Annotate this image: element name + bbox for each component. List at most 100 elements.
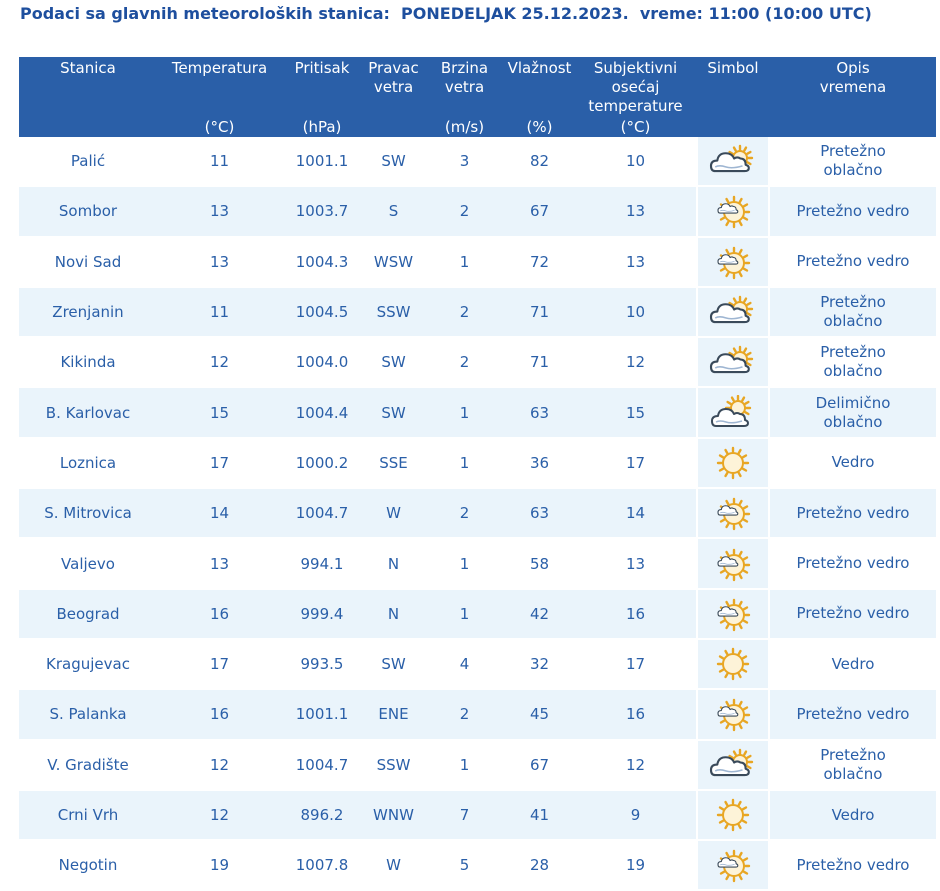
wind-direction-value: SW [362, 388, 425, 439]
table-body: Palić 11 1001.1 SW 3 82 10 Pretežno oblačno Som… [19, 137, 936, 891]
wind-direction-value: SW [362, 639, 425, 691]
station-name: Negotin [19, 841, 157, 891]
feels-like-value: 19 [575, 841, 696, 891]
temperature-value: 17 [157, 639, 282, 691]
weather-symbol-cell [696, 589, 770, 640]
pressure-value: 1004.7 [282, 740, 362, 791]
table-row: Loznica 17 1000.2 SSE 1 36 17 Vedro [19, 438, 936, 490]
humidity-value: 58 [504, 539, 575, 590]
column-header-label: Pravac vetra [368, 59, 419, 96]
weather-description: Delimično oblačno [770, 388, 936, 439]
column-header-unit: (°C) [620, 118, 651, 136]
column-header-label: Pritisak [294, 59, 350, 77]
temperature-value: 12 [157, 790, 282, 842]
station-name: Sombor [19, 187, 157, 238]
humidity-value: 71 [504, 338, 575, 389]
weather-symbol-cell [696, 740, 770, 791]
station-name: S. Mitrovica [19, 489, 157, 540]
mostly-sunny-icon [708, 548, 758, 581]
wind-speed-value: 1 [425, 388, 504, 439]
table-row: Palić 11 1001.1 SW 3 82 10 Pretežno oblačno [19, 137, 936, 188]
weather-symbol-cell [696, 489, 770, 540]
pressure-value: 1004.7 [282, 489, 362, 540]
wind-speed-value: 2 [425, 287, 504, 339]
column-header-temperature: Temperatura (°C) [157, 57, 282, 137]
pressure-value: 1007.8 [282, 841, 362, 891]
table-row: S. Palanka 16 1001.1 ENE 2 45 16 Pretežno vedr… [19, 690, 936, 741]
wind-speed-value: 2 [425, 338, 504, 389]
column-header-label: Vlažnost [507, 59, 572, 77]
wind-speed-value: 1 [425, 539, 504, 590]
pressure-value: 993.5 [282, 639, 362, 691]
station-name: Zrenjanin [19, 287, 157, 339]
temperature-value: 13 [157, 539, 282, 590]
temperature-value: 12 [157, 740, 282, 791]
wind-speed-value: 5 [425, 841, 504, 891]
humidity-value: 67 [504, 740, 575, 791]
mostly-cloudy-icon [708, 748, 758, 776]
column-header-unit: (°C) [204, 118, 235, 136]
table-row: Kragujevac 17 993.5 SW 4 32 17 Vedro [19, 639, 936, 691]
pressure-value: 1001.1 [282, 137, 362, 188]
station-name: Loznica [19, 438, 157, 490]
feels-like-value: 13 [575, 539, 696, 590]
wind-speed-value: 2 [425, 690, 504, 741]
humidity-value: 41 [504, 790, 575, 842]
weather-symbol-cell [696, 690, 770, 741]
temperature-value: 13 [157, 237, 282, 288]
weather-symbol-cell [696, 287, 770, 339]
weather-description: Vedro [770, 639, 936, 691]
table-row: Zrenjanin 11 1004.5 SSW 2 71 10 Pretežno oblač… [19, 287, 936, 339]
wind-speed-value: 2 [425, 187, 504, 238]
humidity-value: 42 [504, 589, 575, 640]
feels-like-value: 17 [575, 438, 696, 490]
column-header-label: Simbol [707, 59, 759, 77]
wind-direction-value: W [362, 489, 425, 540]
column-header-label: Opis vremena [819, 59, 887, 96]
pressure-value: 1004.4 [282, 388, 362, 439]
table-row: Kikinda 12 1004.0 SW 2 71 12 Pretežno oblačno [19, 338, 936, 389]
pressure-value: 1000.2 [282, 438, 362, 490]
pressure-value: 1004.0 [282, 338, 362, 389]
column-header-station: Stanica [19, 57, 157, 137]
pressure-value: 896.2 [282, 790, 362, 842]
humidity-value: 36 [504, 438, 575, 490]
wind-speed-value: 1 [425, 438, 504, 490]
weather-symbol-cell [696, 639, 770, 691]
column-header-feels-like: Subjektivni osećaj temperature (°C) [575, 57, 696, 137]
weather-description: Pretežno oblačno [770, 137, 936, 188]
pressure-value: 1004.5 [282, 287, 362, 339]
weather-symbol-cell [696, 438, 770, 490]
column-header-unit: (hPa) [302, 118, 342, 136]
station-name: Palić [19, 137, 157, 188]
temperature-value: 14 [157, 489, 282, 540]
temperature-value: 13 [157, 187, 282, 238]
feels-like-value: 10 [575, 137, 696, 188]
weather-symbol-cell [696, 539, 770, 590]
feels-like-value: 13 [575, 237, 696, 288]
table-row: Negotin 19 1007.8 W 5 28 19 Pretežno vedro [19, 841, 936, 891]
feels-like-value: 13 [575, 187, 696, 238]
table-row: Novi Sad 13 1004.3 WSW 1 72 13 Pretežno vedro [19, 237, 936, 288]
column-header-description: Opis vremena [770, 57, 936, 137]
wind-direction-value: WNW [362, 790, 425, 842]
station-name: Valjevo [19, 539, 157, 590]
column-header-unit: (m/s) [444, 118, 485, 136]
mostly-sunny-icon [708, 498, 758, 531]
wind-speed-value: 1 [425, 589, 504, 640]
column-header-symbol: Simbol [696, 57, 770, 137]
weather-symbol-cell [696, 790, 770, 842]
wind-direction-value: W [362, 841, 425, 891]
pressure-value: 1004.3 [282, 237, 362, 288]
table-row: B. Karlovac 15 1004.4 SW 1 63 15 Delimično obl… [19, 388, 936, 439]
feels-like-value: 17 [575, 639, 696, 691]
feels-like-value: 12 [575, 740, 696, 791]
station-name: Kikinda [19, 338, 157, 389]
station-name: Kragujevac [19, 639, 157, 691]
station-name: Beograd [19, 589, 157, 640]
weather-symbol-cell [696, 137, 770, 188]
weather-symbol-cell [696, 237, 770, 288]
wind-direction-value: N [362, 539, 425, 590]
page-title: Podaci sa glavnih meteoroloških stanica:… [20, 4, 872, 23]
weather-description: Pretežno oblačno [770, 740, 936, 791]
